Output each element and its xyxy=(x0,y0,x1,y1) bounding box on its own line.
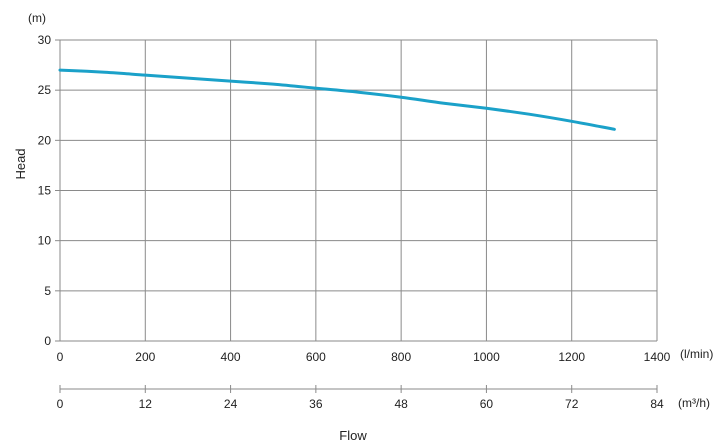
grid xyxy=(59,39,658,342)
y-unit-label: (m) xyxy=(28,11,46,25)
y-tick-label: 5 xyxy=(44,284,51,298)
x2-tick-label: 36 xyxy=(309,397,323,411)
y-tick-label: 20 xyxy=(38,133,52,147)
x-tick-label: 800 xyxy=(391,350,411,364)
x-tick-label: 400 xyxy=(221,350,241,364)
x-tick-label: 200 xyxy=(135,350,155,364)
x-tick-label: 1400 xyxy=(644,350,671,364)
y-tick-label: 10 xyxy=(38,234,52,248)
x-tick-label: 600 xyxy=(306,350,326,364)
y-tick-label: 25 xyxy=(38,83,52,97)
series xyxy=(58,68,616,131)
x2-tick-label: 60 xyxy=(480,397,494,411)
x2-tick-label: 12 xyxy=(139,397,153,411)
x2-unit-label: (m³/h) xyxy=(678,396,710,410)
head-curve-line xyxy=(58,68,616,131)
x2-tick-label: 48 xyxy=(394,397,408,411)
x2-tick-label: 0 xyxy=(57,397,64,411)
axes xyxy=(55,39,658,393)
x-tick-label: 1000 xyxy=(473,350,500,364)
x-tick-label: 1200 xyxy=(558,350,585,364)
x-tick-label: 0 xyxy=(57,350,64,364)
x2-tick-label: 84 xyxy=(650,397,664,411)
y-tick-label: 0 xyxy=(44,334,51,348)
y-tick-label: 30 xyxy=(38,33,52,47)
x2-tick-label: 72 xyxy=(565,397,579,411)
x-axis-title: Flow xyxy=(339,428,367,443)
x2-tick-label: 24 xyxy=(224,397,238,411)
y-axis-title: Head xyxy=(13,148,28,179)
y-tick-label: 15 xyxy=(38,184,52,198)
tick-labels: 0 200 400 600 800 1000 1200 1400 0 5 10 15 20 25 30 0 12… xyxy=(38,33,671,411)
x-unit-label: (l/min) xyxy=(680,347,713,361)
